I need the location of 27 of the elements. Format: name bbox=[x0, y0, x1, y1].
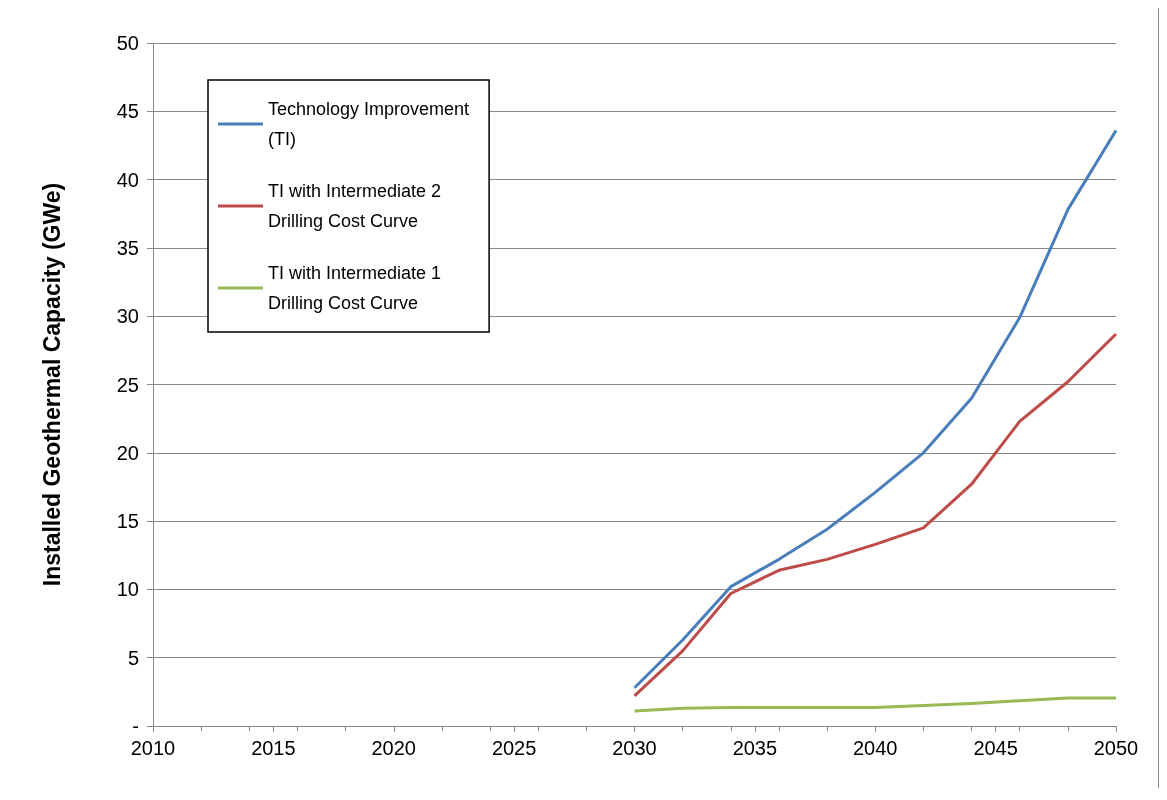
x-tick-label: 2020 bbox=[371, 737, 416, 759]
x-tick-label: 2010 bbox=[130, 737, 176, 759]
line-series bbox=[633, 696, 1118, 713]
y-tick-label: 25 bbox=[116, 373, 139, 396]
legend-label: TI with Intermediate 2 Drilling Cost Curve bbox=[268, 181, 442, 231]
x-tick-label: 2025 bbox=[491, 737, 537, 759]
y-tick-label: 15 bbox=[116, 510, 139, 533]
legend-label: Technology Improvement (TI) bbox=[268, 99, 470, 149]
x-tick-label: 2015 bbox=[251, 737, 296, 759]
line-series bbox=[633, 332, 1118, 698]
line-series bbox=[633, 128, 1118, 690]
y-tick-label: 30 bbox=[116, 305, 139, 328]
x-tick-label: 2045 bbox=[973, 737, 1018, 759]
y-axis-title: Installed Geothermal Capacity (GWe) bbox=[38, 182, 65, 587]
y-tick-label: - bbox=[132, 715, 139, 737]
y-tick-label: 35 bbox=[116, 236, 139, 259]
y-tick-label: 40 bbox=[116, 168, 139, 191]
y-tick-label: 20 bbox=[116, 441, 139, 464]
y-tick-label: 45 bbox=[116, 100, 139, 123]
legend-label: TI with Intermediate 1 Drilling Cost Curve bbox=[268, 263, 442, 313]
x-tick-label: 2035 bbox=[732, 737, 778, 759]
y-tick-label: 50 bbox=[116, 32, 139, 54]
y-tick-label: 10 bbox=[116, 578, 139, 601]
x-tick-label: 2030 bbox=[612, 737, 657, 759]
x-tick-label: 2040 bbox=[853, 737, 898, 759]
x-tick-label: 2050 bbox=[1093, 737, 1139, 759]
y-tick-label: 5 bbox=[127, 646, 139, 669]
